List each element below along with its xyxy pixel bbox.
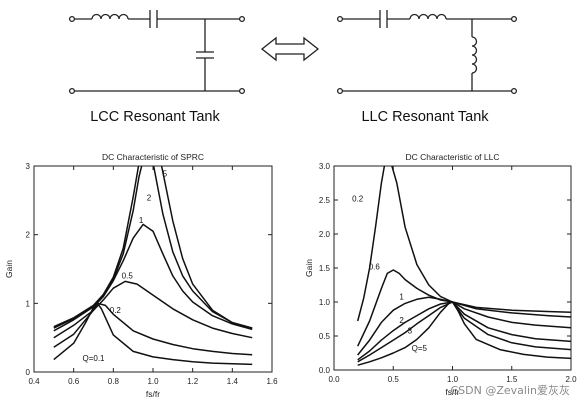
y-tick-label: 0 [26,368,31,377]
x-tick-label: 2.0 [565,375,577,384]
x-tick-label: 0.8 [108,377,120,386]
x-tick-label: 1.5 [506,375,518,384]
series-label: 1 [399,292,404,301]
series-line [53,166,253,329]
x-tick-label: 1.2 [187,377,199,386]
series-line [357,301,571,366]
y-tick-label: 0.0 [319,366,331,375]
x-axis-label: fs/fr [445,387,459,397]
series-label: 0.5 [122,272,134,281]
series-label: Q=5 [412,344,428,353]
y-tick-label: 2.5 [319,196,331,205]
inductor-icon [91,13,129,20]
series-line [357,269,571,347]
capacitor-icon [196,51,214,59]
series-line [53,302,253,356]
series-line [53,280,253,339]
watermark: CSDN @Zevalin爱灰灰 [450,384,571,397]
llc-chart: DC Characteristic of LLC fs/fr Gain 0.0 0.5 1… [304,152,577,397]
y-tick-label: 2.0 [319,230,331,239]
x-tick-label: 0.4 [28,377,40,386]
series-label: 3 [408,326,413,335]
chart-title: DC Characteristic of SPRC [102,152,204,162]
series-line [53,302,253,366]
y-axis-label: Gain [4,260,14,278]
x-tick-label: 1.4 [227,377,239,386]
inductor-icon [409,13,447,20]
series-label: 2 [147,193,152,202]
series-line [53,166,253,329]
chart-title: DC Characteristic of LLC [405,152,499,162]
x-tick-label: 0.0 [328,375,340,384]
series-label: 0.2 [110,306,122,315]
series-label: 5 [163,169,168,178]
x-tick-label: 1.0 [147,377,159,386]
plot-frame [33,165,273,373]
series-label: 0.6 [369,262,381,271]
series-label: 1 [139,216,144,225]
y-tick-label: 3.0 [319,162,331,171]
y-tick-label: 3 [26,162,31,171]
series-label: 0.2 [352,194,364,203]
double-headed-arrow-icon [260,36,320,62]
series-label: Q=0.1 [82,354,105,363]
capacitor-icon [149,10,158,28]
lcc-circuit [68,10,246,95]
y-tick-label: 0.5 [319,332,331,341]
series-line [53,223,253,332]
series-line [357,301,571,363]
x-tick-label: 0.5 [388,375,400,384]
y-axis-label: Gain [304,259,314,277]
y-tick-label: 2 [26,231,31,240]
y-tick-label: 1.0 [319,298,331,307]
series-line [357,301,571,361]
x-tick-label: 1.6 [266,377,278,386]
lcc-caption: LCC Resonant Tank [90,109,220,125]
y-tick-label: 1.5 [319,264,331,273]
x-tick-label: 0.6 [68,377,80,386]
x-axis-label: fs/fr [146,389,160,399]
capacitor-icon [379,10,388,28]
llc-circuit [336,10,518,95]
sprc-chart: DC Characteristic of SPRC fs/fr Gain 0.4 0.6… [4,152,278,399]
y-tick-label: 1 [26,299,31,308]
series-line [356,166,571,322]
series-line [357,296,571,356]
inductor-icon [471,36,478,74]
x-tick-label: 1.0 [447,375,459,384]
llc-caption: LLC Resonant Tank [361,109,489,125]
series-label: 2 [399,316,404,325]
